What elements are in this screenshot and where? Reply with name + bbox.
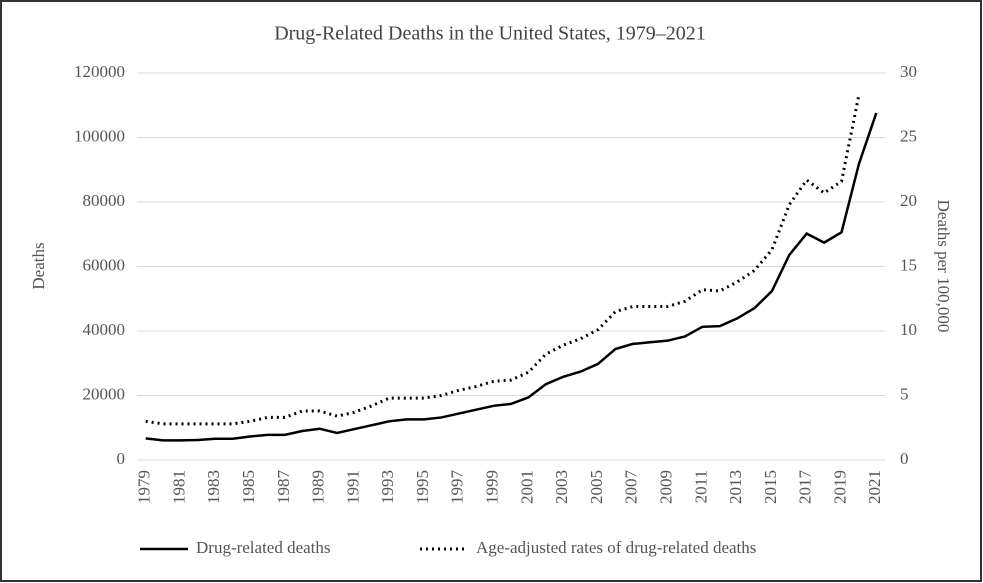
x-tick-label: 1989 [309,470,328,504]
x-tick-label: 1985 [239,470,258,504]
x-tick-label: 2011 [691,470,710,503]
x-tick-label: 1981 [169,470,188,504]
y2-tick-label: 15 [900,255,917,274]
x-tick-label: 2007 [622,470,641,505]
x-tick-label: 1997 [448,470,467,505]
y2-tick-label: 20 [900,191,917,210]
x-tick-label: 1991 [343,470,362,504]
y-tick-label: 20000 [83,384,126,403]
y-tick-label: 40000 [83,320,126,339]
y-tick-label: 80000 [83,191,126,210]
chart-title: Drug-Related Deaths in the United States… [274,23,706,45]
series-line [145,112,878,442]
y2-tick-label: 10 [900,320,917,339]
x-tick-label: 2003 [552,470,571,504]
legend-label: Age-adjusted rates of drug-related death… [476,538,756,557]
y2-tick-label: 5 [900,384,909,403]
x-tick-label: 1979 [135,470,154,504]
y-tick-label: 60000 [83,255,126,274]
y-tick-label: 120000 [74,62,125,81]
x-tick-label: 2019 [830,470,849,504]
x-tick-label: 2001 [517,470,536,504]
y-tick-label: 0 [117,449,126,468]
x-tick-label: 1993 [378,470,397,504]
x-tick-label: 1995 [413,470,432,504]
x-tick-label: 2021 [865,470,884,504]
x-tick-label: 1999 [483,470,502,504]
x-tick-label: 1987 [274,470,293,505]
y2-tick-label: 30 [900,62,917,81]
y2-tick-label: 25 [900,126,917,145]
legend-label: Drug-related deaths [196,538,331,557]
x-tick-label: 2005 [587,470,606,504]
y2-tick-label: 0 [900,449,909,468]
y-tick-label: 100000 [74,126,125,145]
y2-axis-title: Deaths per 100,000 [934,200,953,333]
x-tick-label: 2017 [796,470,815,505]
x-tick-label: 2009 [656,470,675,504]
x-tick-label: 2013 [726,470,745,504]
x-tick-label: 1983 [204,470,223,504]
y-axis-title: Deaths [29,242,48,289]
x-tick-label: 2015 [761,470,780,504]
